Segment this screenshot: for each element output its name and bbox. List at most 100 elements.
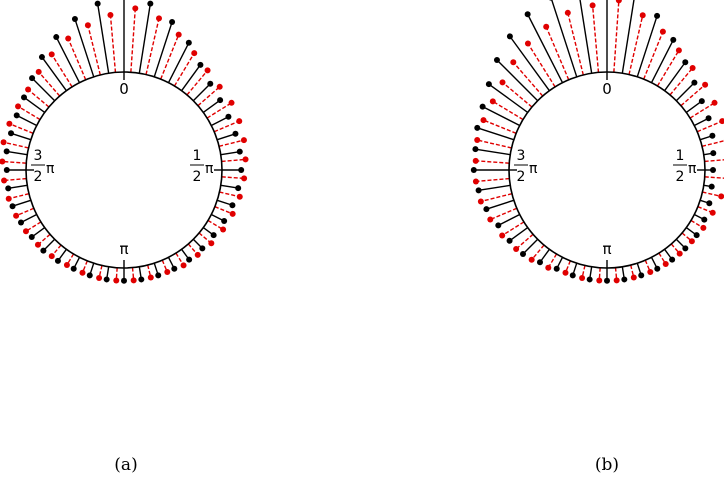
panel-b-red-spoke-24 <box>531 244 545 261</box>
panel-b-red-point-7 <box>719 118 724 125</box>
panel-a-black-spoke-31 <box>6 150 28 156</box>
panel-b-black-spoke-36 <box>509 35 550 92</box>
panel-b-label-top: 0 <box>602 80 612 98</box>
panel-b-black-point-15 <box>682 245 689 252</box>
panel-a-spokes <box>0 0 249 284</box>
panel-b-black-spoke-32 <box>477 127 515 141</box>
panel-b-black-point-12 <box>706 200 713 207</box>
panel-a-label-left: 3 2 π <box>31 148 55 185</box>
panel-b-red-spoke-35 <box>512 61 544 97</box>
panel-b-red-spoke-15 <box>670 243 681 255</box>
panel-b-red-spoke-9 <box>704 159 724 163</box>
panel-a-black-point-1 <box>147 0 154 7</box>
panel-b-black-spoke-38 <box>551 0 578 78</box>
panel-a-label-right: 1 2 π <box>190 148 214 185</box>
panel-b-red-point-16 <box>662 260 669 267</box>
panel-a-black-point-8 <box>232 130 239 137</box>
panel-b-black-spoke-31 <box>475 148 511 156</box>
panel-b-red-point-14 <box>688 238 695 245</box>
panel-a-black-point-5 <box>207 80 214 87</box>
panel-b-black-point-3 <box>670 36 677 43</box>
panel-a-red-spoke-29 <box>3 177 27 182</box>
panel-b-red-spoke-2 <box>643 31 664 80</box>
panel-b-red-point-33 <box>489 98 496 105</box>
panel-b-red-spoke-19 <box>614 267 618 281</box>
panel-b-label-right-den: 2 <box>676 169 685 185</box>
panel-b-red-point-38 <box>564 9 571 16</box>
panel-a-red-spoke-37 <box>67 38 87 81</box>
panel-b-red-point-18 <box>630 274 637 281</box>
panel-a-black-point-10 <box>238 167 245 173</box>
panel-a-red-point-31 <box>0 139 7 146</box>
panel-b-black-point-13 <box>701 216 708 223</box>
panel-a-black-spoke-32 <box>10 132 32 141</box>
panel-a-red-point-14 <box>208 240 215 247</box>
panel-a-black-point-3 <box>185 39 192 46</box>
panel-b-red-point-36 <box>524 40 531 47</box>
panel-a-black-spoke-35 <box>31 77 56 102</box>
panel-b-black-point-16 <box>669 256 676 263</box>
panel-b-black-spoke-27 <box>497 213 520 227</box>
panel-b-red-point-22 <box>562 269 569 276</box>
panel-b-red-point-23 <box>545 264 552 271</box>
panel-b-axis-ticks <box>509 72 705 268</box>
panel-b-red-spoke-22 <box>564 260 571 273</box>
panel-a-black-point-21 <box>103 276 110 283</box>
panel-b-red-point-17 <box>647 268 654 275</box>
panel-a: 0 π 1 2 π 3 2 π (a) <box>0 0 249 475</box>
panel-b-red-spoke-18 <box>630 264 635 278</box>
panel-a-red-point-32 <box>6 120 13 127</box>
panel-a-black-point-22 <box>86 272 93 279</box>
panel-a-black-point-7 <box>225 113 232 120</box>
panel-a-red-spoke-16 <box>175 252 185 266</box>
panel-b-red-spoke-17 <box>644 259 651 273</box>
panel-a-red-point-5 <box>216 83 223 90</box>
panel-a-black-point-34 <box>21 94 28 101</box>
panel-b: 0 π 1 2 π 3 2 π (b) <box>470 0 724 475</box>
panel-b-red-point-31 <box>474 137 481 144</box>
panel-b-black-point-33 <box>479 103 486 110</box>
panel-b-red-spoke-6 <box>689 102 715 119</box>
panel-b-black-spoke-5 <box>675 82 695 102</box>
panel-a-red-point-15 <box>194 251 201 258</box>
panel-a-black-point-35 <box>29 75 36 82</box>
panel-b-red-spoke-29 <box>475 177 510 183</box>
panel-a-black-point-30 <box>3 167 10 173</box>
panel-a-black-spoke-36 <box>41 56 67 92</box>
panel-a-red-spoke-27 <box>15 207 35 217</box>
panel-b-black-spoke-4 <box>664 61 686 92</box>
panel-a-red-point-1 <box>156 15 162 22</box>
panel-b-black-point-21 <box>586 276 593 283</box>
panel-a-red-spoke-6 <box>206 102 232 119</box>
panel-a-black-spoke-33 <box>16 114 37 127</box>
panel-a-red-spoke-3 <box>173 52 195 87</box>
panel-b-black-point-30 <box>470 167 477 173</box>
panel-b-red-spoke-20 <box>598 267 601 281</box>
panel-b-black-spoke-25 <box>522 238 539 255</box>
panel-a-red-point-4 <box>204 67 211 74</box>
panel-b-red-point-27 <box>487 216 494 223</box>
panel-a-red-spoke-28 <box>8 193 30 200</box>
panel-a-red-point-24 <box>48 253 55 260</box>
panel-b-red-point-35 <box>510 59 517 66</box>
panel-b-black-point-11 <box>708 183 715 190</box>
panel-a-red-point-17 <box>164 268 171 275</box>
panel-b-black-point-34 <box>485 81 492 88</box>
panel-b-red-spoke-27 <box>490 207 518 221</box>
panel-a-black-point-33 <box>13 112 20 119</box>
panel-a-red-spoke-38 <box>87 25 101 76</box>
panel-a-black-spoke-5 <box>192 83 211 102</box>
panel-a-red-point-13 <box>220 226 227 233</box>
panel-a-red-point-33 <box>15 103 22 110</box>
panel-a-red-point-22 <box>79 269 86 276</box>
panel-a-red-point-12 <box>229 210 236 217</box>
panel-b-red-point-39 <box>589 2 596 9</box>
panel-a-red-spoke-33 <box>17 105 41 121</box>
panel-a-red-spoke-20 <box>115 267 118 281</box>
panel-a-red-point-21 <box>96 274 103 281</box>
panel-b-black-point-17 <box>654 265 661 272</box>
panel-a-red-point-38 <box>84 22 91 29</box>
panel-a-black-point-26 <box>28 234 35 241</box>
panel-b-black-point-35 <box>493 56 500 63</box>
